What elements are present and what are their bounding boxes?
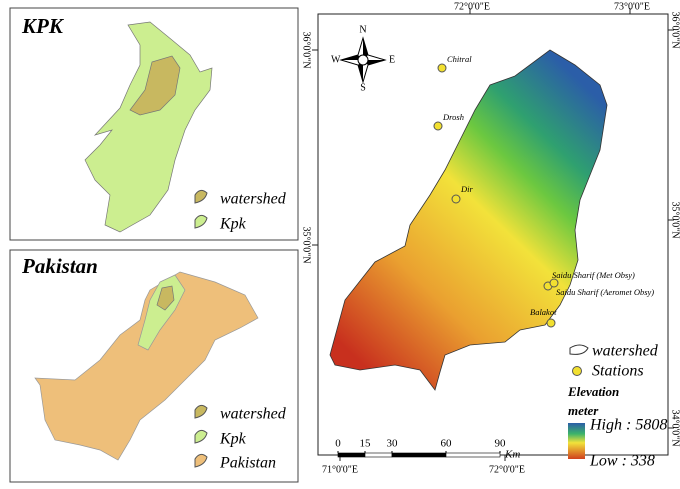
legend-icon: [194, 189, 208, 204]
legend-label: Kpk: [219, 216, 247, 233]
station: [433, 121, 443, 131]
station: [437, 63, 447, 73]
scale-label: 30: [387, 438, 399, 450]
scale-unit: Km: [504, 449, 520, 461]
coord-label: 34°0'0"N: [670, 409, 680, 446]
station: [546, 318, 556, 328]
dynamic-layer: Chitral Drosh Dir Saidu Sharif (Met Obsy) Sa…: [335, 54, 654, 461]
scale-segment: [391, 452, 447, 458]
compass-label: N: [359, 24, 366, 35]
coord-label: 72°0'0"E: [489, 464, 525, 475]
coord-label: 36°0'0"N: [301, 31, 312, 68]
scale-segment: [445, 452, 501, 458]
legend-label: Pakistan: [219, 455, 276, 472]
compass-label: E: [389, 54, 395, 65]
frame-ticks: [312, 8, 674, 461]
scale-label: 60: [441, 438, 453, 450]
legend-icon: [572, 366, 582, 376]
kpk-shape: [84, 21, 213, 233]
compass-label: S: [360, 82, 366, 93]
station: [549, 278, 559, 288]
compass: [339, 36, 387, 84]
legend-title: Elevation: [567, 384, 619, 399]
legend-label: watershed: [592, 343, 659, 360]
watershed-shape: [129, 55, 181, 116]
legend-label: High : 5808: [589, 417, 667, 434]
legend-icon: [194, 214, 208, 229]
station-label: Balakot: [530, 307, 557, 317]
legend-icon: [569, 344, 589, 355]
compass-label: W: [331, 54, 341, 65]
station-label: Chitral: [447, 54, 472, 64]
watershed-dem: [329, 49, 608, 391]
station-label: Saidu Sharif (Met Obsy): [552, 270, 635, 280]
legend-label: watershed: [220, 191, 287, 208]
station-label: Drosh: [442, 112, 464, 122]
elevation-ramp: [568, 423, 585, 459]
coord-label: 72°0'0"E: [454, 1, 490, 12]
scale-label: 90: [495, 438, 507, 450]
scale-segment: [364, 452, 393, 458]
station-label: Saidu Sharif (Aeromet Obsy): [556, 287, 654, 297]
pakistan-shape: [34, 271, 259, 461]
panel-title: KPK: [21, 14, 65, 38]
watershed-shape: [156, 285, 175, 311]
station: [451, 194, 461, 204]
scale-segment: [337, 452, 366, 458]
legend-label: Kpk: [219, 431, 247, 448]
scale-label: 15: [360, 438, 372, 450]
panel-title: Pakistan: [21, 254, 98, 278]
legend-label: watershed: [220, 406, 287, 423]
coord-label: 35°0'0"N: [670, 201, 680, 238]
legend-icon: [194, 429, 208, 444]
coord-label: 73°0'0"E: [614, 1, 650, 12]
coord-label: 71°0'0"E: [322, 464, 358, 475]
coord-label: 36°0'0"N: [670, 11, 680, 48]
coord-label: 35°0'0"N: [301, 226, 312, 263]
legend-icon: [194, 453, 208, 468]
legend-label: Stations: [592, 363, 644, 380]
scale-label: 0: [335, 438, 341, 450]
legend-label: Low : 338: [589, 453, 655, 470]
station-label: Dir: [460, 184, 474, 194]
legend-title: meter: [568, 403, 599, 418]
legend-icon: [194, 404, 208, 419]
